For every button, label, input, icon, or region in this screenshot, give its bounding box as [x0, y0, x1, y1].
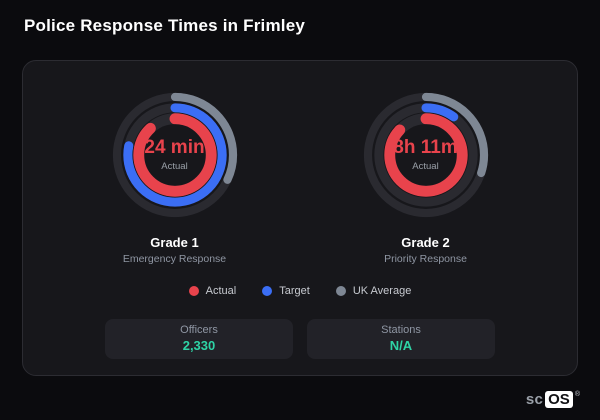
scos-logo-badge: OS [545, 390, 573, 408]
dashboard-card: 24 min Actual Grade 1 Emergency Response… [22, 60, 578, 376]
gauge-grade-1: 24 min Actual Grade 1 Emergency Response [49, 87, 300, 265]
stat-value: N/A [389, 337, 413, 353]
ring-target [373, 103, 478, 207]
scos-logo-prefix: sc [525, 390, 544, 408]
legend-item-uk-average[interactable]: UK Average [335, 285, 412, 297]
legend-item-actual[interactable]: Actual [188, 285, 237, 297]
gauge-title: Grade 2 [401, 235, 450, 250]
ring-target [122, 103, 227, 207]
radial-chart-grade-1: 24 min Actual [107, 87, 243, 223]
stat-box-stations: Stations N/A [307, 319, 495, 359]
scos-logo: sc OS ® [525, 390, 580, 408]
gauge-subtitle: Priority Response [384, 253, 467, 265]
legend: Actual Target UK Average [49, 285, 551, 297]
stats-row: Officers 2,330 Stations N/A [49, 319, 551, 359]
ring-uk-average [363, 92, 488, 218]
ring-actual [383, 113, 468, 197]
stat-label: Officers [180, 323, 218, 336]
legend-label: Target [279, 285, 310, 297]
registered-trademark-icon: ® [574, 390, 580, 398]
gauge-rings-svg [363, 92, 488, 218]
stat-value: 2,330 [182, 337, 216, 353]
legend-dot-icon [188, 286, 199, 296]
gauge-rings-svg [112, 92, 237, 218]
legend-dot-icon [335, 286, 346, 296]
page-title: Police Response Times in Frimley [24, 16, 306, 35]
gauge-title: Grade 1 [150, 235, 199, 250]
gauge-grade-2: 8h 11m Actual Grade 2 Priority Response [300, 87, 551, 265]
legend-item-target[interactable]: Target [262, 285, 310, 297]
legend-label: UK Average [352, 285, 412, 297]
legend-dot-icon [262, 286, 273, 296]
stat-box-officers: Officers 2,330 [105, 319, 293, 359]
gauges-row: 24 min Actual Grade 1 Emergency Response… [49, 87, 551, 265]
stat-label: Stations [381, 323, 421, 336]
legend-label: Actual [205, 285, 237, 297]
radial-chart-grade-2: 8h 11m Actual [358, 87, 494, 223]
ring-actual [132, 113, 217, 197]
gauge-subtitle: Emergency Response [122, 253, 227, 265]
ring-uk-average [112, 92, 237, 218]
